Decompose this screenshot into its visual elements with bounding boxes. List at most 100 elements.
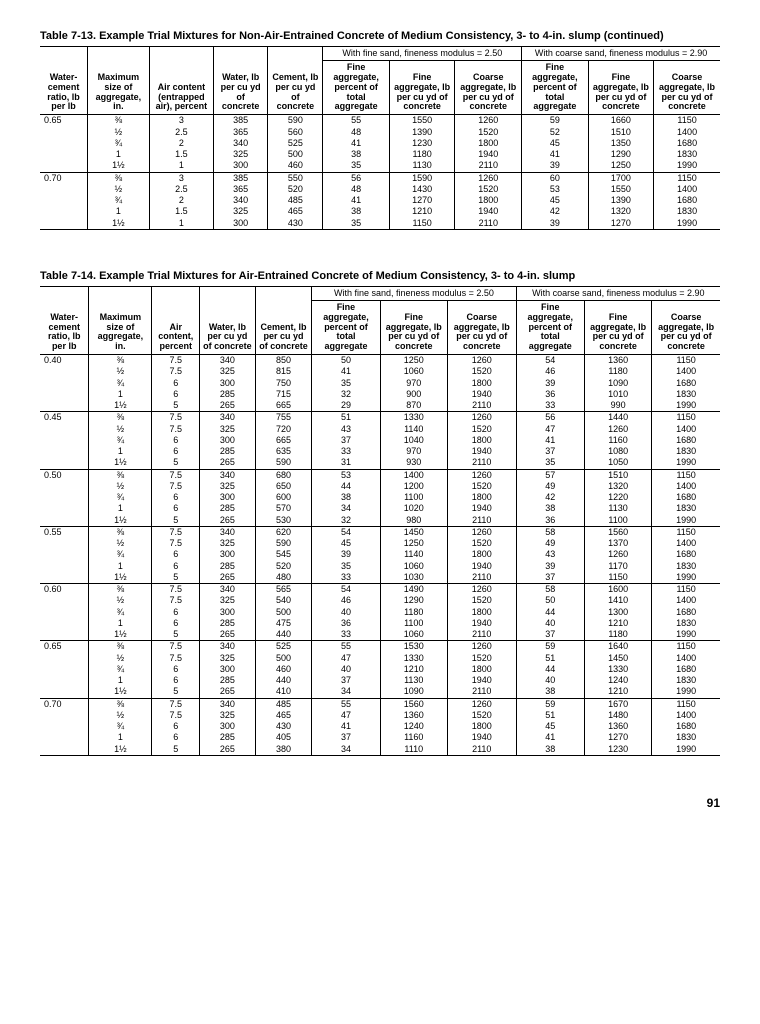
table-cell: 265 xyxy=(200,572,256,584)
table-cell: 55 xyxy=(312,641,380,653)
table-cell: 39 xyxy=(312,549,380,560)
table-cell: 1290 xyxy=(380,595,447,606)
table-cell: 1 xyxy=(88,206,150,217)
table-cell: 1150 xyxy=(652,469,720,481)
table-cell: 35 xyxy=(312,561,380,572)
table-cell: 1450 xyxy=(380,526,447,538)
table-cell: 1260 xyxy=(447,355,516,367)
table-cell: ⅜ xyxy=(89,584,152,596)
table-cell: 47 xyxy=(312,653,380,664)
table-cell: 265 xyxy=(200,744,256,756)
table-row: 1628540537116019404112701830 xyxy=(40,732,720,743)
table-cell: 520 xyxy=(268,184,323,195)
table-cell: 38 xyxy=(516,686,584,698)
table-cell: 1230 xyxy=(389,138,455,149)
table-cell: 460 xyxy=(255,664,312,675)
table-cell xyxy=(40,538,89,549)
table-cell: 7.5 xyxy=(152,526,200,538)
hdr-water: Water, lb per cu yd of concrete xyxy=(200,286,256,354)
table-cell: 1320 xyxy=(588,206,654,217)
table-cell: ½ xyxy=(89,595,152,606)
table-row: ¾234048541127018004513901680 xyxy=(40,195,720,206)
table-cell: 565 xyxy=(255,584,312,596)
table-cell: 365 xyxy=(214,184,268,195)
table-cell: 1400 xyxy=(380,469,447,481)
table-cell: 41 xyxy=(516,435,584,446)
table-row: 1½526544033106021103711801990 xyxy=(40,629,720,641)
table-row: ¾630054539114018004312601680 xyxy=(40,549,720,560)
table-cell: 1230 xyxy=(584,744,651,756)
table-cell: 0.55 xyxy=(40,526,89,538)
table-cell: 1 xyxy=(89,561,152,572)
table-cell: 1½ xyxy=(89,457,152,469)
table-cell: 1800 xyxy=(447,492,516,503)
table-cell: 0.45 xyxy=(40,412,89,424)
table-cell xyxy=(40,686,89,698)
table-cell: 32 xyxy=(312,515,380,527)
table-cell: 7.5 xyxy=(152,710,200,721)
table-cell: 300 xyxy=(214,218,268,230)
table-cell: 1090 xyxy=(380,686,447,698)
table-cell: 37 xyxy=(312,732,380,743)
table-cell: 39 xyxy=(516,378,584,389)
table-cell: 1520 xyxy=(455,127,522,138)
table-cell: 265 xyxy=(200,629,256,641)
table-cell: 1150 xyxy=(652,355,720,367)
table-cell: 1520 xyxy=(447,366,516,377)
table-cell: 1½ xyxy=(89,686,152,698)
table-cell: ¾ xyxy=(89,492,152,503)
table-cell: 35 xyxy=(516,457,584,469)
table-row: ½7.532554046129015205014101400 xyxy=(40,595,720,606)
table-cell: 1680 xyxy=(652,378,720,389)
hdr-cement: Cement, lb per cu yd of concrete xyxy=(255,286,312,354)
table-cell: ¾ xyxy=(89,549,152,560)
table-cell: 1530 xyxy=(380,641,447,653)
table-row: 0.65⅜7.534052555153012605916401150 xyxy=(40,641,720,653)
table-cell: 265 xyxy=(200,515,256,527)
table-cell: 340 xyxy=(214,195,268,206)
table-cell xyxy=(40,389,89,400)
table-cell: 1210 xyxy=(584,618,651,629)
table-cell: 6 xyxy=(152,664,200,675)
table-cell: 1940 xyxy=(447,732,516,743)
table-row: 1½52655303298021103611001990 xyxy=(40,515,720,527)
table-cell: 1800 xyxy=(447,378,516,389)
table-cell: 49 xyxy=(516,481,584,492)
table-cell: 1170 xyxy=(584,561,651,572)
table-cell: 1640 xyxy=(584,641,651,653)
table-row: ½7.532572043114015204712601400 xyxy=(40,424,720,435)
table-cell xyxy=(40,400,89,412)
table-cell: 1800 xyxy=(447,721,516,732)
table-cell xyxy=(40,492,89,503)
table-cell: 1520 xyxy=(447,710,516,721)
table-cell: 42 xyxy=(522,206,588,217)
hdr-air: Air content, percent xyxy=(152,286,200,354)
table-row: 1½5265665298702110339901990 xyxy=(40,400,720,412)
table-cell: 37 xyxy=(516,629,584,641)
table-cell: 1940 xyxy=(447,618,516,629)
table-cell: 1940 xyxy=(447,446,516,457)
table-cell: ⅜ xyxy=(89,526,152,538)
table-cell: 7.5 xyxy=(152,424,200,435)
table-cell: 1800 xyxy=(447,664,516,675)
table-cell: 1130 xyxy=(380,675,447,686)
table-cell: 41 xyxy=(323,195,389,206)
table-cell: 7.5 xyxy=(152,412,200,424)
table-cell: ½ xyxy=(89,538,152,549)
table-cell: 7.5 xyxy=(152,366,200,377)
table-cell: 1260 xyxy=(584,549,651,560)
table-cell: 39 xyxy=(522,160,588,172)
table-cell: 1560 xyxy=(380,698,447,710)
table-cell: 2110 xyxy=(447,629,516,641)
table-row: 0.50⅜7.534068053140012605715101150 xyxy=(40,469,720,481)
table-cell: 1400 xyxy=(652,538,720,549)
table-cell: 550 xyxy=(268,172,323,184)
table-cell: 1700 xyxy=(588,172,654,184)
hdr-group-fine: With fine sand, fineness modulus = 2.50 xyxy=(323,47,522,61)
table-cell xyxy=(40,744,89,756)
table-cell: 47 xyxy=(516,424,584,435)
table-cell: 6 xyxy=(152,721,200,732)
table-cell: 1350 xyxy=(588,138,654,149)
table-cell: 6 xyxy=(152,389,200,400)
table-cell: 7.5 xyxy=(152,595,200,606)
